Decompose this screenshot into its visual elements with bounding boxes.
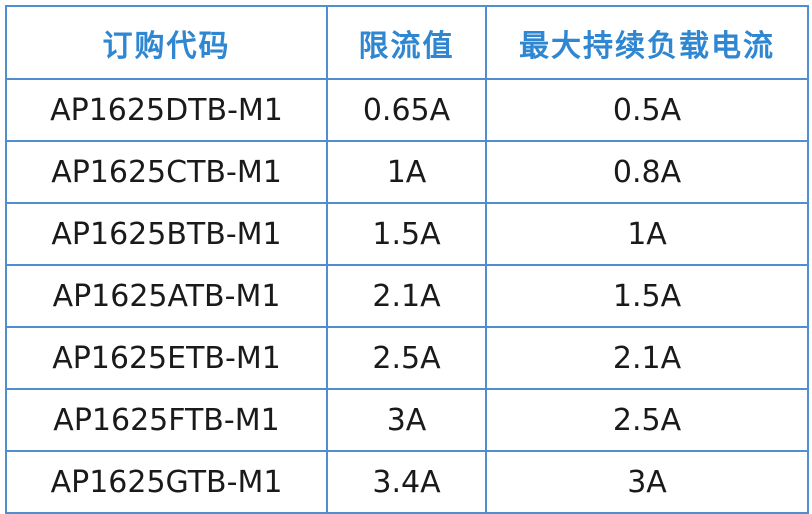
- table-row: AP1625ATB-M1 2.1A 1.5A: [5, 264, 809, 328]
- table-row: AP1625DTB-M1 0.65A 0.5A: [5, 78, 809, 142]
- spec-table: 订购代码 限流值 最大持续负载电流 AP1625DTB-M1 0.65A 0.5…: [5, 5, 809, 514]
- table-row: AP1625FTB-M1 3A 2.5A: [5, 388, 809, 452]
- cell-current-limit: 1A: [326, 140, 487, 204]
- cell-order-code: AP1625FTB-M1: [5, 388, 328, 452]
- cell-current-limit: 1.5A: [326, 202, 487, 266]
- header-max-load-current: 最大持续负载电流: [485, 5, 809, 80]
- cell-max-load-current: 2.1A: [485, 326, 809, 390]
- cell-current-limit: 3A: [326, 388, 487, 452]
- cell-max-load-current: 0.5A: [485, 78, 809, 142]
- table-row: AP1625BTB-M1 1.5A 1A: [5, 202, 809, 266]
- cell-current-limit: 3.4A: [326, 450, 487, 514]
- cell-max-load-current: 3A: [485, 450, 809, 514]
- header-row: 订购代码 限流值 最大持续负载电流: [5, 5, 809, 80]
- cell-order-code: AP1625CTB-M1: [5, 140, 328, 204]
- cell-order-code: AP1625GTB-M1: [5, 450, 328, 514]
- cell-max-load-current: 1.5A: [485, 264, 809, 328]
- table-header: 订购代码 限流值 最大持续负载电流: [5, 5, 809, 80]
- cell-order-code: AP1625ATB-M1: [5, 264, 328, 328]
- table-body: AP1625DTB-M1 0.65A 0.5A AP1625CTB-M1 1A …: [5, 78, 809, 514]
- header-current-limit: 限流值: [326, 5, 487, 80]
- cell-current-limit: 2.1A: [326, 264, 487, 328]
- cell-current-limit: 0.65A: [326, 78, 487, 142]
- cell-current-limit: 2.5A: [326, 326, 487, 390]
- cell-max-load-current: 1A: [485, 202, 809, 266]
- cell-order-code: AP1625DTB-M1: [5, 78, 328, 142]
- table-row: AP1625ETB-M1 2.5A 2.1A: [5, 326, 809, 390]
- cell-order-code: AP1625BTB-M1: [5, 202, 328, 266]
- header-order-code: 订购代码: [5, 5, 328, 80]
- table-row: AP1625CTB-M1 1A 0.8A: [5, 140, 809, 204]
- cell-order-code: AP1625ETB-M1: [5, 326, 328, 390]
- cell-max-load-current: 0.8A: [485, 140, 809, 204]
- table-row: AP1625GTB-M1 3.4A 3A: [5, 450, 809, 514]
- cell-max-load-current: 2.5A: [485, 388, 809, 452]
